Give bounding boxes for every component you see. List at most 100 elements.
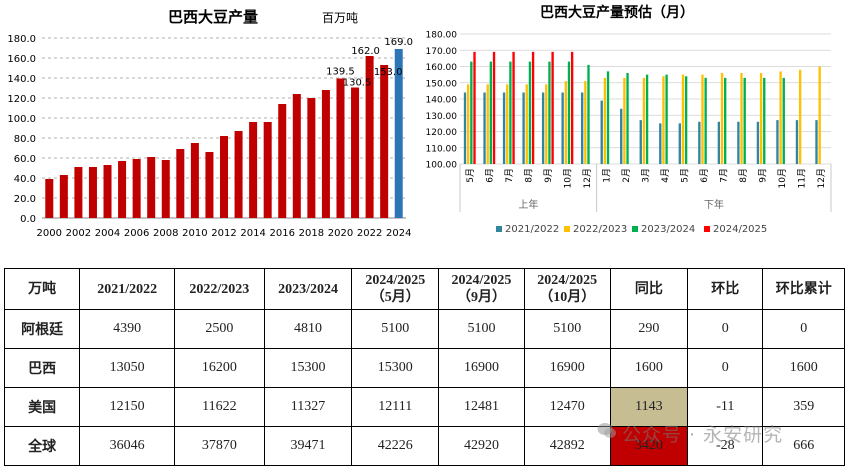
chart2-bar bbox=[776, 120, 779, 164]
table-cell-highlight: 1143 bbox=[609, 387, 689, 427]
chart1-y-tick-label: 20.0 bbox=[14, 194, 36, 205]
chart1-bar bbox=[365, 56, 374, 218]
chart2-y-tick-label: 100.00 bbox=[426, 161, 458, 171]
wechat-icon bbox=[597, 423, 616, 438]
chart2-bar bbox=[548, 61, 551, 164]
chart2-bar bbox=[470, 61, 473, 164]
header-yoy: 同比 bbox=[609, 268, 689, 310]
chart2-bar bbox=[473, 51, 476, 164]
header-2022-2023: 2022/2023 bbox=[174, 268, 265, 310]
chart1-y-tick-label: 120.0 bbox=[7, 94, 36, 105]
chart2-bar bbox=[659, 123, 662, 164]
chart2-bar bbox=[506, 84, 509, 164]
chart1-bar bbox=[351, 87, 360, 218]
chart2-bar bbox=[492, 51, 496, 164]
table-cell: 290 bbox=[609, 309, 689, 349]
header-2024-2025-sep: 2024/2025 （9月） bbox=[438, 268, 525, 310]
chart2-x-tick-label: 6月 bbox=[699, 168, 710, 183]
chart2-bar bbox=[587, 64, 590, 164]
chart1-x-tick-label: 2006 bbox=[124, 228, 149, 239]
table-row: 美国 12150 11622 11327 12111 12481 12470 1… bbox=[3, 387, 845, 427]
chart2-bar bbox=[795, 120, 799, 164]
chart1-unit: 百万吨 bbox=[322, 11, 358, 25]
table-cell: 36046 bbox=[79, 426, 175, 466]
chart2-bar bbox=[483, 92, 486, 164]
chart1-bar bbox=[234, 131, 243, 218]
chart2-bar bbox=[531, 51, 535, 164]
brazil-soy-monthly-estimate-chart: 巴西大豆产量预估（月） 100.00 110.00 120.00 130.00 140.… bbox=[426, 4, 832, 235]
chart2-y-tick-label: 160.00 bbox=[426, 63, 458, 73]
chart2-bar bbox=[626, 73, 629, 164]
chart2-x-tick-label: 12月 bbox=[582, 168, 593, 188]
chart2-bar bbox=[662, 76, 665, 164]
chart2-group-labels: 上年 下年 bbox=[459, 164, 832, 212]
chart2-y-tick-label: 130.00 bbox=[426, 112, 458, 122]
table-cell: 12150 bbox=[79, 387, 175, 427]
table-cell: 5100 bbox=[351, 309, 440, 349]
chart1-y-tick-label: 160.0 bbox=[7, 54, 36, 65]
chart2-bar bbox=[551, 51, 554, 164]
chart1-bar bbox=[147, 157, 156, 218]
chart2-bar bbox=[724, 77, 727, 164]
chart2-bar bbox=[525, 84, 528, 164]
chart2-x-tick-label: 7月 bbox=[504, 168, 515, 183]
chart1-bar bbox=[219, 136, 229, 218]
chart1-x-tick-label: 2010 bbox=[182, 228, 207, 239]
chart1-y-tick-label: 40.0 bbox=[14, 174, 36, 185]
chart2-title: 巴西大豆产量预估（月） bbox=[540, 4, 694, 21]
chart1-data-label: 162.0 bbox=[351, 46, 380, 57]
chart1-x-tick-label: 2008 bbox=[153, 228, 178, 239]
chart1-x-tick-label: 2012 bbox=[211, 228, 236, 239]
chart1-bar bbox=[74, 167, 83, 218]
table-cell: 42226 bbox=[351, 426, 440, 466]
chart2-y-tick-label: 170.00 bbox=[426, 47, 458, 57]
chart2-bar bbox=[545, 84, 548, 164]
chart2-x-tick-label: 6月 bbox=[484, 168, 495, 183]
table-cell: 4810 bbox=[263, 309, 353, 349]
chart2-bar bbox=[782, 77, 785, 164]
chart1-y-tick-label: 80.0 bbox=[14, 134, 36, 145]
table-cell: 15300 bbox=[351, 348, 440, 388]
chart2-x-tick-label: 10月 bbox=[777, 168, 788, 188]
table-cell: 37870 bbox=[174, 426, 265, 466]
chart2-bar bbox=[639, 120, 642, 164]
chart2-bar bbox=[642, 77, 646, 164]
chart2-x-tick-label: 12月 bbox=[816, 168, 827, 188]
table-cell: 12481 bbox=[438, 387, 525, 427]
header-2024-2025-may: 2024/2025 （5月） bbox=[351, 268, 440, 310]
chart1-bar bbox=[161, 160, 170, 218]
chart2-gridlines bbox=[460, 33, 831, 165]
chart2-x-tick-label: 4月 bbox=[660, 168, 671, 183]
chart1-bar bbox=[249, 122, 258, 218]
chart2-bar bbox=[756, 121, 760, 164]
chart2-x-tick-label: 8月 bbox=[523, 168, 534, 183]
header-unit: 万吨 bbox=[3, 268, 81, 310]
chart1-x-tick-label: 2018 bbox=[299, 228, 324, 239]
table-cell: 0 bbox=[762, 309, 845, 349]
table-cell: 4390 bbox=[79, 309, 175, 349]
chart2-y-tick-label: 110.00 bbox=[426, 144, 458, 154]
chart2-legend-swatch bbox=[496, 226, 502, 232]
chart1-bar bbox=[59, 175, 68, 218]
chart2-bars bbox=[463, 51, 821, 164]
chart2-legend-label: 2022/2023 bbox=[573, 224, 627, 235]
chart2-x-tick-label: 3月 bbox=[641, 168, 652, 183]
chart2-bar bbox=[698, 121, 701, 164]
chart2-bar bbox=[704, 77, 707, 164]
chart1-bar bbox=[394, 49, 403, 218]
table-cell: 359 bbox=[762, 387, 845, 427]
chart2-x-tick-label: 11月 bbox=[797, 168, 808, 188]
chart2-bar bbox=[522, 92, 525, 164]
chart1-x-tick-label: 2004 bbox=[95, 228, 120, 239]
chart2-legend: 2021/2022 2022/2023 2023/2024 2024/2025 bbox=[496, 224, 767, 235]
chart1-y-tick-label: 60.0 bbox=[14, 154, 36, 165]
chart2-bar bbox=[581, 92, 584, 164]
table-header-row: 万吨 2021/2022 2022/2023 2023/2024 2024/20… bbox=[3, 268, 845, 310]
chart1-x-tick-label: 2002 bbox=[66, 228, 91, 239]
chart1-bar bbox=[380, 65, 389, 218]
table-cell: 5100 bbox=[523, 309, 611, 349]
chart1-bar bbox=[45, 179, 54, 218]
chart2-bar bbox=[665, 74, 668, 164]
chart1-x-tick-label: 2020 bbox=[328, 228, 353, 239]
chart2-y-tick-label: 150.00 bbox=[426, 79, 458, 89]
